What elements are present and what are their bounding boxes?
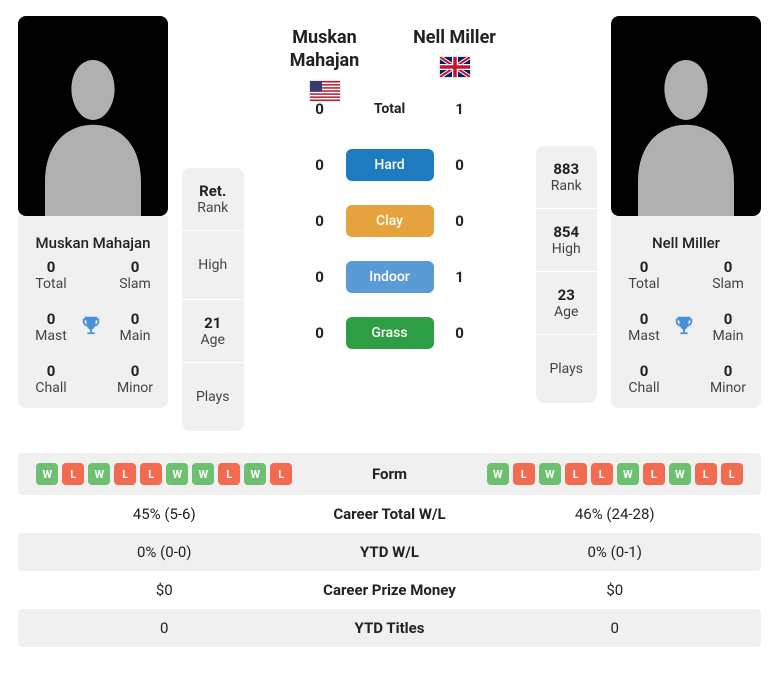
row-ytd-wl: 0% (0-0) YTD W/L 0% (0-1) [18,533,761,571]
loss-badge: L [565,463,587,485]
h2h-hard[interactable]: 0 Hard 0 [258,149,522,181]
person-silhouette-icon [33,36,153,216]
p1-rank: Ret.Rank [182,168,244,231]
grass-pill[interactable]: Grass [346,317,434,349]
player1-photo [18,16,168,216]
win-badge: W [36,463,58,485]
h2h-grass[interactable]: 0 Grass 0 [258,317,522,349]
row-prize: $0 Career Prize Money $0 [18,571,761,609]
player1-name-small: Muskan Mahajan [24,224,162,258]
player1-info-card: Ret.Rank High 21Age Plays [182,168,244,431]
p2-chall: 0Chall [617,362,671,396]
trophy-icon [673,314,699,340]
win-badge: W [487,463,509,485]
win-badge: W [88,463,110,485]
gb-flag-icon [440,57,470,81]
h2h-indoor[interactable]: 0 Indoor 1 [258,261,522,293]
player1-titles-card: Muskan Mahajan 0Total 0Slam 0Mast 0Main … [18,216,168,408]
loss-badge: L [218,463,240,485]
win-badge: W [617,463,639,485]
p2-main: 0Main [701,310,755,344]
indoor-pill[interactable]: Indoor [346,261,434,293]
loss-badge: L [695,463,717,485]
player2-info-card: 883Rank 854High 23Age Plays [536,146,598,403]
p1-plays: Plays [182,363,244,431]
win-badge: W [669,463,691,485]
player1-column: Muskan Mahajan 0Total 0Slam 0Mast 0Main … [18,16,168,408]
p2-high: 854High [536,209,598,272]
p2-mast: 0Mast [617,310,671,344]
p1-chall: 0Chall [24,362,78,396]
loss-badge: L [270,463,292,485]
loss-badge: L [721,463,743,485]
p2-minor: 0Minor [701,362,755,396]
loss-badge: L [643,463,665,485]
p2-slam: 0Slam [701,258,755,292]
row-form: WLWLLWWLWL Form WLWLLWLWLL [18,453,761,495]
clay-pill[interactable]: Clay [346,205,434,237]
p2-plays: Plays [536,335,598,403]
p1-total: 0Total [24,258,78,292]
player2-photo [611,16,761,216]
h2h-center: Muskan Mahajan Nell Miller [258,16,522,349]
loss-badge: L [513,463,535,485]
player2-titles-card: Nell Miller 0Total 0Slam 0Mast 0Main 0Ch… [611,216,761,408]
player2-form: WLWLLWLWLL [475,463,756,485]
form-label: Form [305,465,475,483]
trophy-icon [80,314,106,340]
loss-badge: L [62,463,84,485]
loss-badge: L [114,463,136,485]
player1-form: WLWLLWWLWL [24,463,305,485]
win-badge: W [192,463,214,485]
loss-badge: L [140,463,162,485]
win-badge: W [539,463,561,485]
win-badge: W [244,463,266,485]
row-ytd-titles: 0 YTD Titles 0 [18,609,761,647]
p2-age: 23Age [536,272,598,335]
hard-pill[interactable]: Hard [346,149,434,181]
win-badge: W [166,463,188,485]
p2-total: 0Total [617,258,671,292]
h2h-clay[interactable]: 0 Clay 0 [258,205,522,237]
p1-slam: 0Slam [108,258,162,292]
p1-age: 21Age [182,300,244,363]
player2-name: Nell Miller [390,26,520,49]
p1-minor: 0Minor [108,362,162,396]
player2-name-small: Nell Miller [617,224,755,258]
player2-column: Nell Miller 0Total 0Slam 0Mast 0Main 0Ch… [611,16,761,408]
total-label: Total [346,93,434,125]
row-career-wl: 45% (5-6) Career Total W/L 46% (24-28) [18,495,761,533]
h2h-total: 0 Total 1 [258,93,522,125]
p1-high: High [182,231,244,300]
player1-name: Muskan Mahajan [260,26,390,73]
p2-rank: 883Rank [536,146,598,209]
p1-mast: 0Mast [24,310,78,344]
person-silhouette-icon [626,36,746,216]
stats-table: WLWLLWWLWL Form WLWLLWLWLL 45% (5-6) Car… [18,453,761,647]
loss-badge: L [591,463,613,485]
p1-main: 0Main [108,310,162,344]
